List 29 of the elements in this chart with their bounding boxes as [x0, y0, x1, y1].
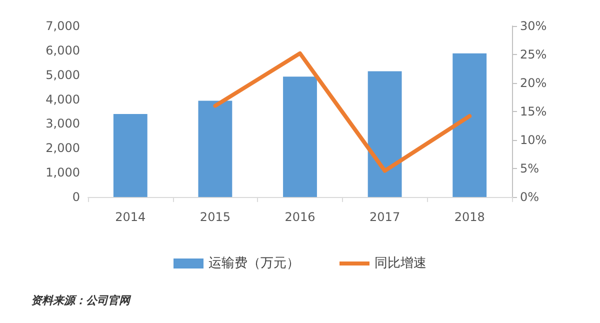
- y-tick-label: 7,000: [46, 19, 80, 33]
- y2-tick-label: 25%: [520, 48, 547, 62]
- bar: [283, 76, 317, 197]
- bar: [452, 53, 487, 197]
- y2-tick-label: 10%: [520, 133, 547, 147]
- y-tick-label: 0: [72, 190, 80, 204]
- legend-label: 运输费（万元）: [208, 256, 300, 271]
- line-series: [213, 51, 472, 173]
- x-tick-label: 2018: [454, 210, 485, 224]
- y-tick-label: 1,000: [46, 166, 80, 180]
- bar: [113, 114, 148, 197]
- text: 资料来源：公司官网: [31, 294, 132, 307]
- y2-tick-label: 20%: [520, 76, 547, 90]
- y2-tick-label: 30%: [520, 19, 547, 33]
- legend-label: 同比增速: [374, 256, 426, 271]
- y2-tick-label: 15%: [520, 104, 547, 118]
- x-tick-label: 2014: [115, 210, 146, 224]
- y-tick-label: 4,000: [46, 92, 80, 106]
- y2-tick-label: 0%: [520, 190, 540, 204]
- y-tick-label: 2,000: [46, 141, 80, 156]
- y2-tick-label: 5%: [520, 162, 540, 176]
- x-tick-label: 2017: [370, 210, 400, 224]
- bar: [198, 100, 232, 197]
- x-tick-label: 2015: [200, 210, 230, 224]
- y-tick-label: 6,000: [46, 43, 80, 58]
- y-tick-label: 3,000: [46, 116, 80, 131]
- y-tick-label: 5,000: [46, 68, 80, 82]
- x-tick-label: 2016: [284, 210, 316, 224]
- bar: [368, 71, 402, 197]
